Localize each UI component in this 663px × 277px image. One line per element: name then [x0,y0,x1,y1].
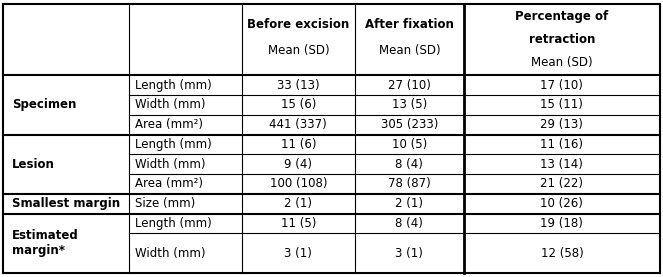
Text: 10 (26): 10 (26) [540,197,583,210]
Text: Width (mm): Width (mm) [135,158,205,171]
Text: 27 (10): 27 (10) [388,79,431,92]
Text: 78 (87): 78 (87) [388,178,431,191]
Text: 441 (337): 441 (337) [269,118,328,131]
Text: 100 (108): 100 (108) [270,178,327,191]
Text: Mean (SD): Mean (SD) [268,44,329,57]
Text: Width (mm): Width (mm) [135,99,205,111]
Text: Length (mm): Length (mm) [135,138,211,151]
Text: 15 (11): 15 (11) [540,99,583,111]
Text: Mean (SD): Mean (SD) [531,56,593,69]
Text: 29 (13): 29 (13) [540,118,583,131]
Text: 9 (4): 9 (4) [284,158,312,171]
Text: 17 (10): 17 (10) [540,79,583,92]
Text: 13 (5): 13 (5) [392,99,427,111]
Text: 2 (1): 2 (1) [284,197,312,210]
Text: 12 (58): 12 (58) [540,247,583,260]
Text: Lesion: Lesion [12,158,55,171]
Text: 3 (1): 3 (1) [284,247,312,260]
Text: Before excision: Before excision [247,18,349,30]
Text: 8 (4): 8 (4) [395,158,424,171]
Text: 15 (6): 15 (6) [280,99,316,111]
Text: Smallest margin: Smallest margin [12,197,120,210]
Text: 21 (22): 21 (22) [540,178,583,191]
Text: Area (mm²): Area (mm²) [135,178,203,191]
Text: 3 (1): 3 (1) [395,247,424,260]
Text: After fixation: After fixation [365,18,454,30]
Text: 11 (6): 11 (6) [280,138,316,151]
Text: 11 (16): 11 (16) [540,138,583,151]
Text: Specimen: Specimen [12,99,76,111]
Text: 33 (13): 33 (13) [277,79,320,92]
Text: Percentage of: Percentage of [515,11,609,24]
Text: Area (mm²): Area (mm²) [135,118,203,131]
Text: 11 (5): 11 (5) [280,217,316,230]
Text: Size (mm): Size (mm) [135,197,195,210]
Text: Length (mm): Length (mm) [135,217,211,230]
Text: 19 (18): 19 (18) [540,217,583,230]
Text: 8 (4): 8 (4) [395,217,424,230]
Text: 10 (5): 10 (5) [392,138,427,151]
Text: Width (mm): Width (mm) [135,247,205,260]
Text: 2 (1): 2 (1) [395,197,424,210]
Text: Mean (SD): Mean (SD) [379,44,440,57]
Text: Length (mm): Length (mm) [135,79,211,92]
Text: 305 (233): 305 (233) [381,118,438,131]
Text: 13 (14): 13 (14) [540,158,583,171]
Text: retraction: retraction [528,33,595,46]
Text: Estimated
margin*: Estimated margin* [12,229,79,257]
